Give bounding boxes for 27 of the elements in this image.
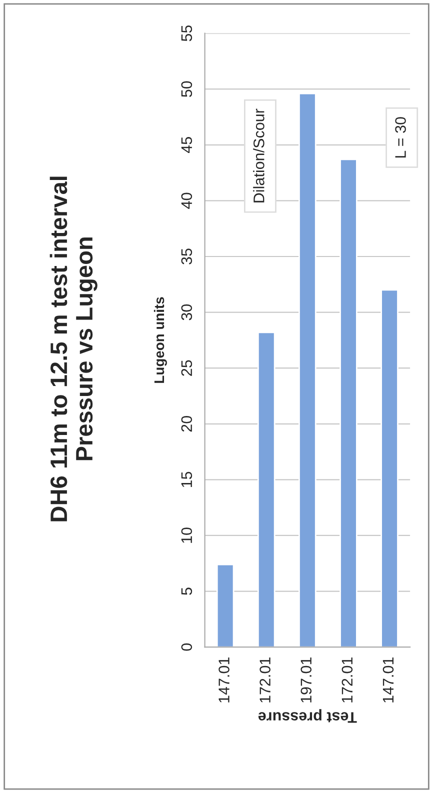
y-tick-label: 0 <box>181 643 192 651</box>
y-tick-label: 5 <box>181 588 192 595</box>
bar <box>216 564 234 648</box>
x-tick-label: 172.01 <box>342 658 353 702</box>
y-tick-label: 10 <box>181 528 192 543</box>
x-tick-label: 172.01 <box>260 658 270 702</box>
annotation: L = 30 <box>395 117 406 158</box>
y-tick-label: 30 <box>181 304 192 320</box>
bar <box>380 289 398 648</box>
bar <box>298 92 316 648</box>
y-tick-label: 15 <box>181 472 192 488</box>
y-tick-label: 25 <box>181 360 192 376</box>
y-axis-title: Lugeon units <box>154 297 167 383</box>
text: DH6 11m to 12.5 m test interval Pressure vs Lugeon <box>50 176 98 522</box>
x-tick-label: 147.01 <box>218 658 230 702</box>
x-tick-label: 147.01 <box>382 658 394 702</box>
y-tick-label: 35 <box>181 248 192 264</box>
y-tick-label: 45 <box>181 137 192 154</box>
y-tick-label: 55 <box>181 25 192 42</box>
x-tick-label: 197.01 <box>300 658 312 702</box>
bar <box>340 158 358 648</box>
y-tick-label: 20 <box>181 416 192 432</box>
x-axis-title: Test pressure <box>258 709 357 723</box>
y-tick-label: 40 <box>181 192 192 209</box>
annotation: Dilation/Scour <box>253 108 264 202</box>
bar <box>257 332 276 648</box>
y-tick-label: 50 <box>181 81 192 97</box>
